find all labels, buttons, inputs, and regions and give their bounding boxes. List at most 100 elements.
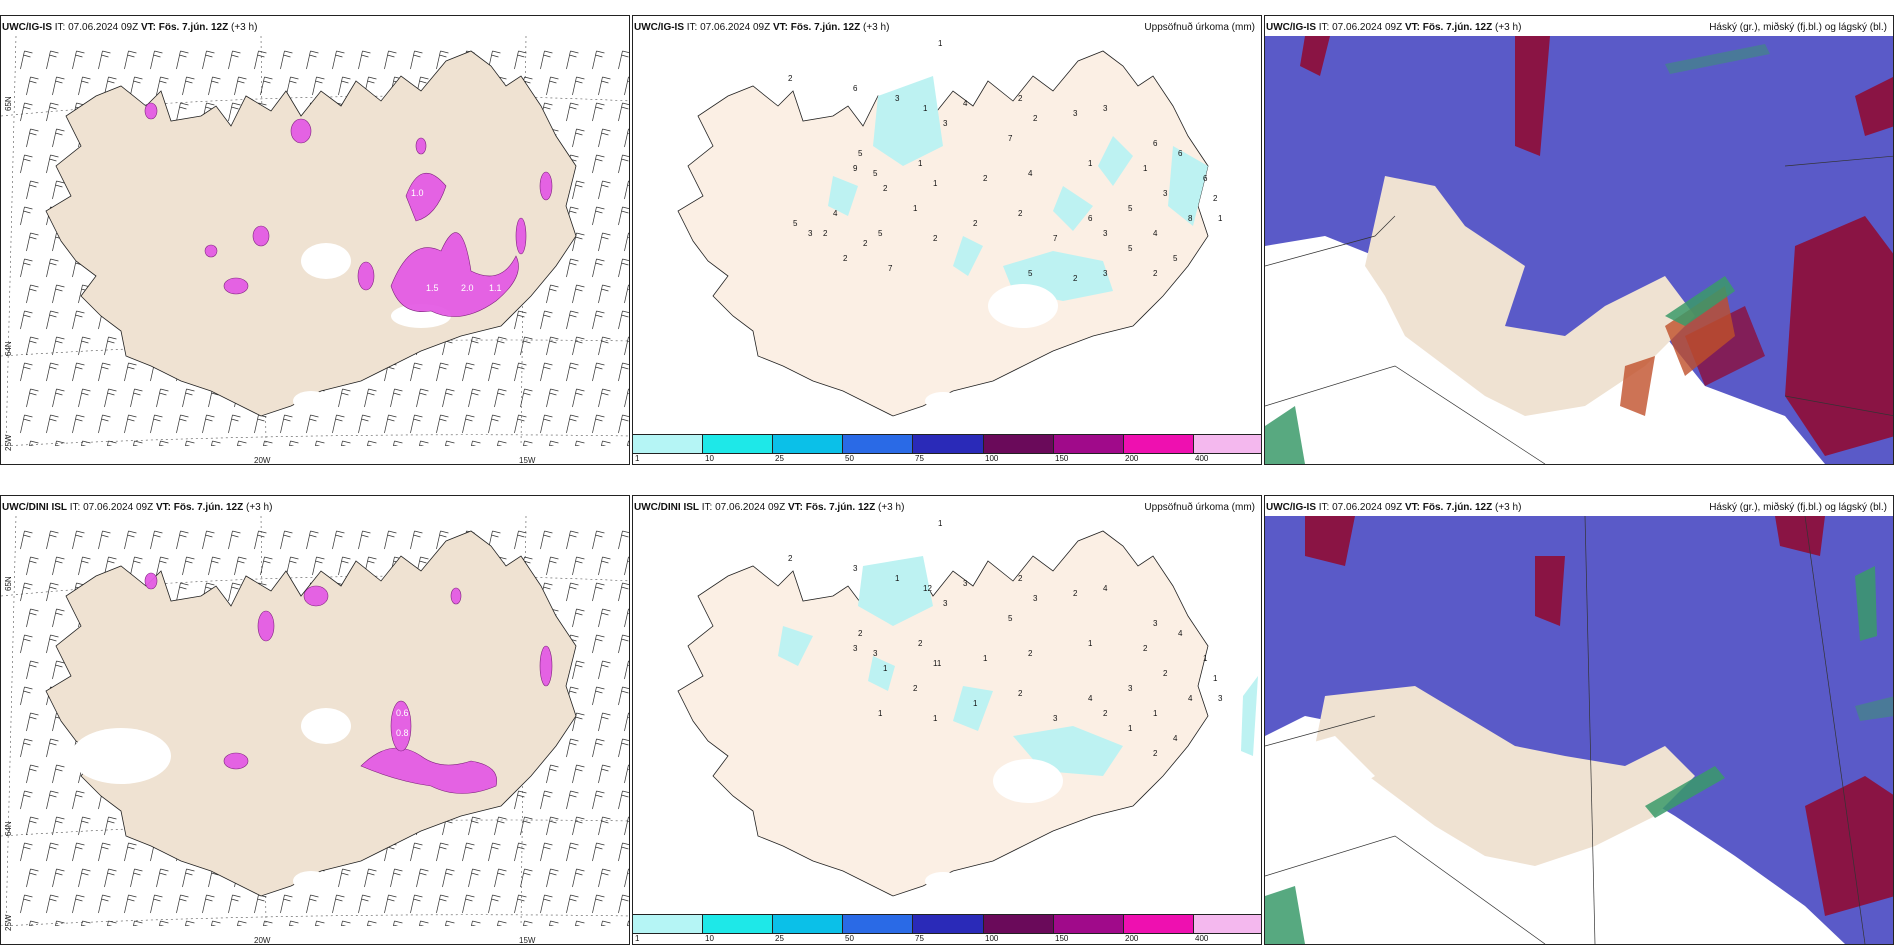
precip-value-label: 1 [933, 714, 938, 723]
wind-barb [254, 50, 267, 70]
wind-barb [176, 414, 189, 434]
wind-barb [618, 154, 629, 174]
wind-barb [546, 556, 559, 576]
wind-barb [494, 336, 507, 356]
wind-barb [156, 76, 169, 96]
wind-barb [228, 414, 241, 434]
wind-barb [124, 894, 137, 914]
precip-value-label: 2 [973, 219, 978, 228]
wind-barb [592, 310, 605, 330]
wind-barb [20, 258, 33, 278]
precip-value-label: 5 [858, 149, 863, 158]
wind-barb [228, 530, 241, 550]
wind-barb [20, 310, 33, 330]
wind-barb [390, 388, 403, 408]
precip-value-label: 4 [1188, 694, 1193, 703]
precip-value-label: 4 [1103, 584, 1108, 593]
wind-barb [234, 76, 247, 96]
wind-barb [598, 76, 611, 96]
wind-barb [176, 894, 189, 914]
precip-value-label: 3 [1053, 714, 1058, 723]
wind-barb [46, 894, 59, 914]
wind-barb [470, 440, 481, 446]
wind-barb [626, 440, 629, 446]
wind-barb [436, 530, 449, 550]
wind-barb [208, 76, 221, 96]
wind-barb [618, 686, 629, 706]
wind-barb [46, 530, 59, 550]
wind-barb [124, 50, 137, 70]
wind-barb [572, 128, 585, 148]
precip-value-label: 1 [973, 699, 978, 708]
wind-barb [392, 440, 403, 446]
wind-barb [46, 738, 59, 758]
precip-value-label: 2 [1018, 574, 1023, 583]
colorbar-tick-label: 100 [985, 934, 999, 943]
precip-value-label: 2 [788, 74, 793, 83]
wind-barb [592, 50, 605, 70]
precip-value-label: 1 [878, 709, 883, 718]
wind-barb [98, 362, 111, 382]
wind-barb [566, 50, 579, 70]
wind-barb [26, 660, 39, 680]
wind-barb [390, 868, 403, 888]
colorbar-segment [983, 915, 1054, 933]
wind-barb [332, 894, 345, 914]
wind-barb [20, 582, 33, 602]
wind-barb [150, 414, 163, 434]
wind-barb [288, 920, 299, 926]
wind-barb [468, 868, 481, 888]
wind-barb [384, 530, 397, 550]
wind-barb [72, 530, 85, 550]
wind-barb [462, 894, 475, 914]
wind-barb [52, 764, 65, 784]
wind-barb [210, 440, 221, 446]
precip-value-label: 1 [938, 39, 943, 48]
precip-value-label: 1 [933, 179, 938, 188]
wind-map: 1.5 2.0 1.1 1.0 [1, 36, 629, 446]
panel-title: UWC/IG-IS IT: 07.06.2024 09Z VT: Fös. 7.… [1266, 502, 1522, 513]
wind-barb [104, 816, 117, 836]
wind-barb [80, 920, 91, 926]
wind-barb [566, 362, 579, 382]
wind-barb [488, 414, 501, 434]
precip-value-label: 3 [895, 94, 900, 103]
wind-barb [46, 414, 59, 434]
wind-barb [306, 530, 319, 550]
wind-barb [566, 790, 579, 810]
wind-barb [574, 920, 585, 926]
wind-barb [624, 128, 629, 148]
precip-title: Uppsöfnuð úrkoma (mm) [1144, 22, 1255, 33]
wind-barb [514, 310, 527, 330]
wind-barb [540, 842, 553, 862]
wind-barb [566, 582, 579, 602]
wind-barb [384, 414, 397, 434]
precip-value-label: 2 [1073, 274, 1078, 283]
wind-barb [598, 816, 611, 836]
colorbar-segment [983, 435, 1054, 453]
colorbar-tick-label: 75 [915, 454, 924, 463]
wind-barb [280, 530, 293, 550]
wind-barb [514, 530, 527, 550]
wind-barb [436, 362, 449, 382]
wind-barb [436, 50, 449, 70]
colorbar-tick-label: 1 [635, 934, 640, 943]
precip-value-label: 2 [843, 254, 848, 263]
wind-barb [52, 816, 65, 836]
precip-value-label: 1 [1218, 214, 1223, 223]
colorbar-tick-label: 10 [705, 454, 714, 463]
wind-barb [158, 920, 169, 926]
cloud-map [1265, 36, 1893, 464]
wind-barb [72, 842, 85, 862]
wind-barb [624, 336, 629, 356]
wind-barb [20, 414, 33, 434]
precip-value-label: 2 [1018, 94, 1023, 103]
precip-value-label: 3 [1153, 619, 1158, 628]
wind-barb [130, 556, 143, 576]
wind-barb [598, 764, 611, 784]
wind-barb [46, 362, 59, 382]
wind-barb [20, 362, 33, 382]
precip-value-label: 11 [933, 659, 942, 668]
precip-value-label: 7 [1008, 134, 1013, 143]
precip-value-label: 2 [883, 184, 888, 193]
